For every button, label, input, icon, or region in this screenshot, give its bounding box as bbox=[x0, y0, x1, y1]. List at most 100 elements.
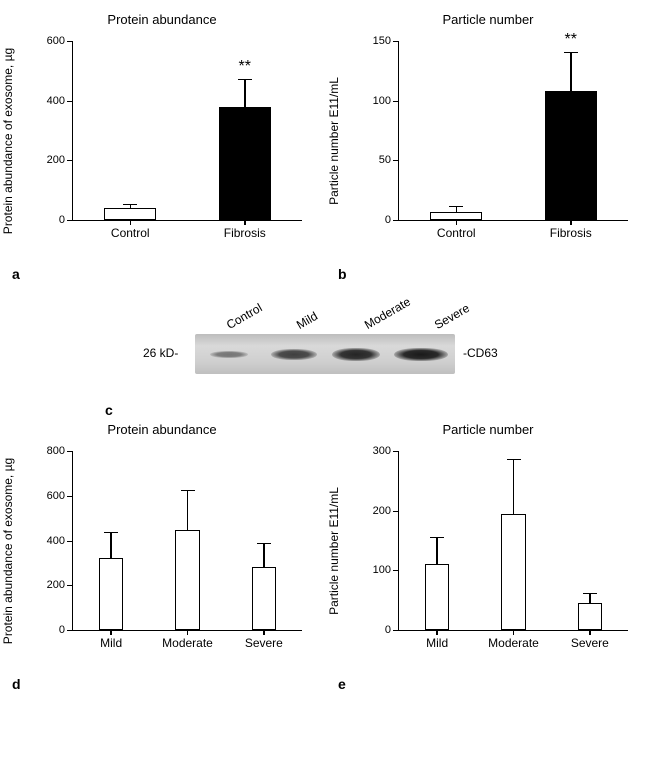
ytick bbox=[67, 496, 73, 497]
panel-c: ControlMildModerateSevere 26 kD- -CD63 c bbox=[135, 292, 515, 412]
panel-e-ylabel: Particle number E11/mL bbox=[327, 487, 341, 615]
errorbar-line bbox=[589, 594, 591, 604]
category-label: Control bbox=[437, 226, 476, 240]
panel-b-ylabel: Particle number E11/mL bbox=[327, 77, 341, 205]
ytick-label: 300 bbox=[373, 445, 391, 457]
bar bbox=[99, 558, 123, 630]
errorbar-line bbox=[456, 207, 458, 212]
xtick bbox=[570, 220, 572, 225]
panel-a-ylabel: Protein abundance of exosome, µg bbox=[1, 48, 15, 234]
errorbar-line bbox=[130, 205, 132, 209]
xtick bbox=[436, 630, 438, 635]
panel-e-chart: Particle number E11/mL 0100200300MildMod… bbox=[338, 441, 638, 661]
panel-a-title: Protein abundance bbox=[12, 12, 312, 27]
xtick bbox=[513, 630, 515, 635]
category-label: Mild bbox=[100, 636, 122, 650]
panel-c-lane-labels: ControlMildModerateSevere bbox=[195, 292, 475, 332]
errorbar-cap bbox=[564, 52, 578, 53]
panel-d-title: Protein abundance bbox=[12, 422, 312, 437]
panel-a: Protein abundance Protein abundance of e… bbox=[12, 12, 312, 282]
panel-a-plot: 0200400600ControlFibrosis** bbox=[72, 41, 302, 221]
ytick bbox=[393, 41, 399, 42]
ytick-label: 50 bbox=[379, 154, 391, 166]
errorbar-line bbox=[110, 533, 112, 559]
bar bbox=[430, 212, 482, 220]
ytick bbox=[67, 41, 73, 42]
ytick bbox=[67, 541, 73, 542]
panel-d-chart: Protein abundance of exosome, µg 0200400… bbox=[12, 441, 312, 661]
ytick bbox=[393, 570, 399, 571]
xtick bbox=[110, 630, 112, 635]
category-label: Control bbox=[111, 226, 150, 240]
ytick bbox=[67, 451, 73, 452]
ytick bbox=[393, 160, 399, 161]
ytick-label: 0 bbox=[59, 624, 65, 636]
ytick-label: 0 bbox=[385, 624, 391, 636]
panel-b-letter: b bbox=[338, 266, 347, 282]
errorbar-line bbox=[187, 491, 189, 530]
bar bbox=[578, 603, 602, 630]
ytick-label: 600 bbox=[47, 490, 65, 502]
ytick-label: 400 bbox=[47, 95, 65, 107]
significance-marker: ** bbox=[239, 58, 251, 76]
ytick bbox=[393, 220, 399, 221]
errorbar-line bbox=[513, 460, 515, 514]
errorbar-cap bbox=[104, 532, 118, 533]
ytick bbox=[393, 630, 399, 631]
errorbar-cap bbox=[507, 459, 521, 460]
panel-c-letter: c bbox=[105, 402, 113, 418]
ytick-label: 400 bbox=[47, 535, 65, 547]
category-label: Moderate bbox=[162, 636, 213, 650]
lane-label: Moderate bbox=[362, 295, 413, 332]
blot-band bbox=[210, 351, 248, 358]
panel-d-plot: 0200400600800MildModerateSevere bbox=[72, 451, 302, 631]
panel-a-chart: Protein abundance of exosome, µg 0200400… bbox=[12, 31, 312, 251]
panel-c-mw-label: 26 kD- bbox=[143, 346, 178, 360]
panel-b-plot: 050100150ControlFibrosis** bbox=[398, 41, 628, 221]
panel-c-blot bbox=[195, 334, 455, 374]
panel-b-title: Particle number bbox=[338, 12, 638, 27]
category-label: Severe bbox=[245, 636, 283, 650]
bar bbox=[425, 564, 449, 630]
bar bbox=[104, 208, 156, 220]
ytick bbox=[67, 101, 73, 102]
panel-a-letter: a bbox=[12, 266, 20, 282]
ytick-label: 100 bbox=[373, 95, 391, 107]
blot-band bbox=[271, 349, 317, 360]
ytick bbox=[67, 160, 73, 161]
category-label: Severe bbox=[571, 636, 609, 650]
ytick-label: 200 bbox=[373, 505, 391, 517]
panel-c-target-label: -CD63 bbox=[463, 346, 498, 360]
errorbar-cap bbox=[181, 490, 195, 491]
category-label: Fibrosis bbox=[550, 226, 592, 240]
errorbar-cap bbox=[583, 593, 597, 594]
errorbar-cap bbox=[430, 537, 444, 538]
bar bbox=[545, 91, 597, 220]
ytick-label: 600 bbox=[47, 35, 65, 47]
ytick bbox=[393, 451, 399, 452]
errorbar-cap bbox=[238, 79, 252, 80]
panel-d-ylabel: Protein abundance of exosome, µg bbox=[1, 458, 15, 644]
category-label: Fibrosis bbox=[224, 226, 266, 240]
xtick bbox=[244, 220, 246, 225]
panel-e-letter: e bbox=[338, 676, 346, 692]
significance-marker: ** bbox=[565, 31, 577, 49]
errorbar-line bbox=[263, 544, 265, 567]
ytick-label: 0 bbox=[385, 214, 391, 226]
ytick-label: 800 bbox=[47, 445, 65, 457]
ytick bbox=[67, 630, 73, 631]
panel-e-title: Particle number bbox=[338, 422, 638, 437]
ytick-label: 200 bbox=[47, 154, 65, 166]
lane-label: Mild bbox=[294, 309, 320, 332]
errorbar-cap bbox=[123, 204, 137, 205]
xtick bbox=[263, 630, 265, 635]
errorbar-line bbox=[436, 538, 438, 565]
panel-e: Particle number Particle number E11/mL 0… bbox=[338, 422, 638, 692]
ytick-label: 100 bbox=[373, 564, 391, 576]
panel-d: Protein abundance Protein abundance of e… bbox=[12, 422, 312, 692]
bar bbox=[219, 107, 271, 220]
bar bbox=[175, 530, 199, 630]
category-label: Mild bbox=[426, 636, 448, 650]
category-label: Moderate bbox=[488, 636, 539, 650]
errorbar-line bbox=[570, 53, 572, 91]
